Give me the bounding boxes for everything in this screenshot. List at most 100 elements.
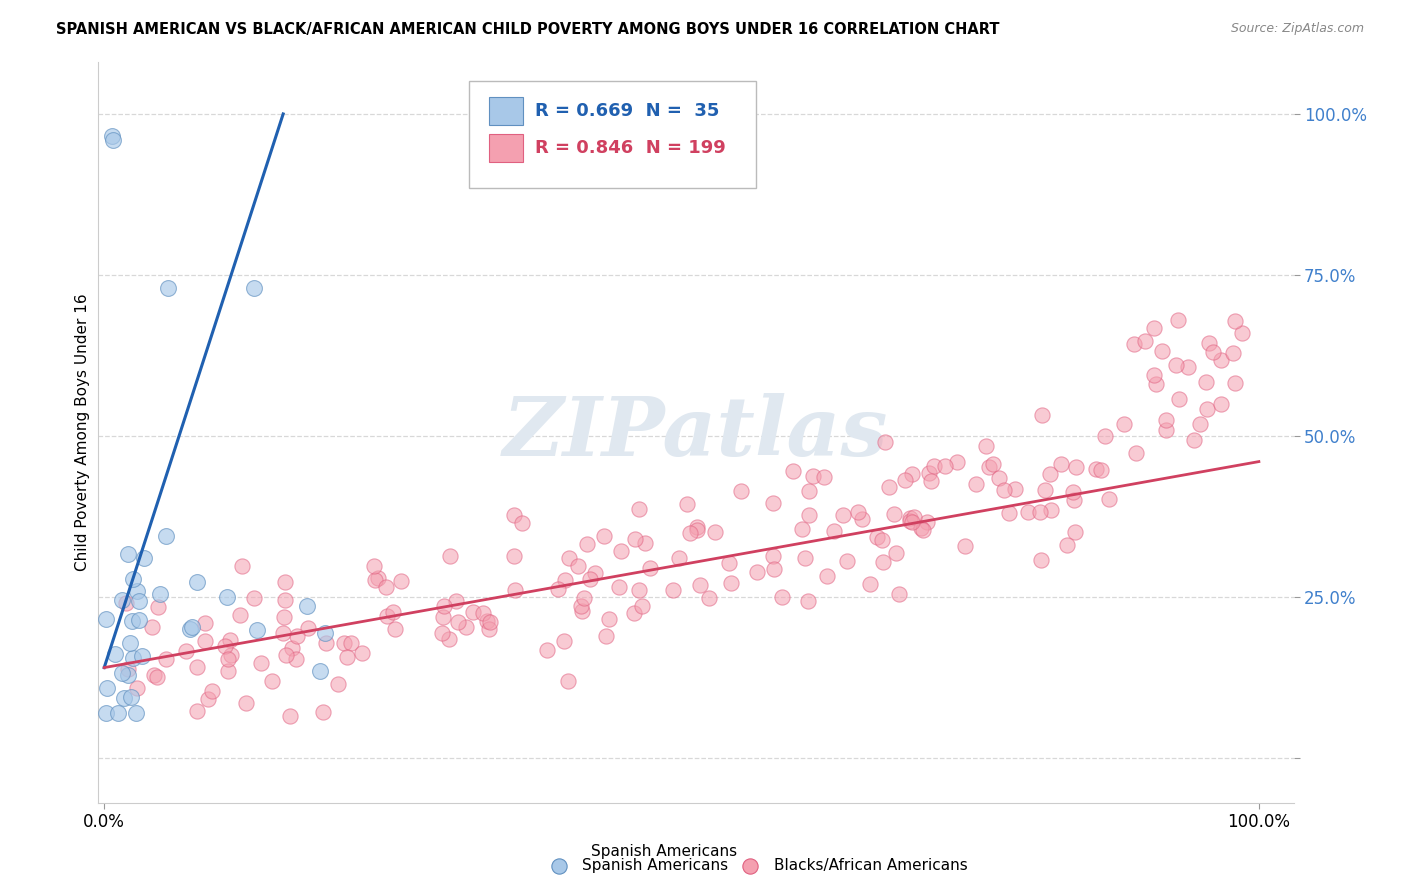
Point [146, 670, 169, 684]
Point [479, 615, 502, 629]
Point [977, 459, 1000, 474]
Point [965, 477, 987, 491]
Point [432, 609, 454, 624]
Point [703, 524, 725, 539]
Point [799, 484, 821, 499]
Point [280, 708, 302, 723]
Point [630, 599, 652, 613]
Point [1064, 459, 1087, 474]
Point [887, 587, 910, 601]
Point [920, 474, 942, 488]
Point [745, 565, 768, 579]
Point [1209, 353, 1232, 368]
Text: SPANISH AMERICAN VS BLACK/AFRICAN AMERICAN CHILD POVERTY AMONG BOYS UNDER 16 COR: SPANISH AMERICAN VS BLACK/AFRICAN AMERIC… [56, 22, 1000, 37]
Point [439, 549, 461, 564]
Point [1164, 358, 1187, 372]
Point [229, 608, 252, 623]
Point [477, 614, 499, 628]
Point [575, 537, 598, 551]
Point [628, 502, 651, 516]
Point [678, 526, 700, 541]
Point [592, 529, 614, 543]
Point [998, 506, 1021, 520]
Point [1177, 360, 1199, 375]
Point [186, 574, 208, 589]
Point [901, 515, 924, 529]
Point [553, 634, 575, 648]
Point [478, 622, 501, 636]
Point [1182, 433, 1205, 447]
Point [823, 524, 845, 538]
Point [1135, 334, 1157, 348]
Point [155, 529, 177, 543]
Point [1039, 503, 1062, 517]
Point [610, 543, 633, 558]
Point [981, 458, 1004, 472]
Point [870, 533, 893, 547]
Point [1154, 413, 1177, 427]
Text: Blacks/African Americans: Blacks/African Americans [773, 858, 967, 873]
Point [186, 660, 208, 674]
Point [439, 632, 461, 646]
Point [662, 582, 685, 597]
Point [96, 681, 118, 695]
Point [554, 573, 576, 587]
Point [1098, 492, 1121, 507]
Point [250, 656, 273, 670]
Point [107, 706, 129, 721]
Point [502, 508, 524, 523]
Point [898, 514, 921, 528]
Point [884, 546, 907, 560]
Point [974, 439, 997, 453]
Point [1198, 336, 1220, 351]
Point [1063, 524, 1085, 539]
Point [112, 691, 135, 706]
Point [194, 615, 217, 630]
Point [1035, 483, 1057, 497]
Point [762, 549, 785, 563]
Point [128, 614, 150, 628]
Point [111, 665, 134, 680]
Point [117, 667, 139, 681]
FancyBboxPatch shape [489, 97, 523, 126]
Point [1150, 343, 1173, 358]
Point [382, 605, 405, 619]
Point [801, 468, 824, 483]
Point [197, 692, 219, 706]
Point [571, 604, 593, 618]
Point [214, 639, 236, 653]
Point [273, 609, 295, 624]
Point [851, 512, 873, 526]
Point [104, 647, 127, 661]
Point [1202, 345, 1225, 359]
Point [953, 539, 976, 553]
Text: R = 0.846  N = 199: R = 0.846 N = 199 [534, 139, 725, 157]
Point [1225, 314, 1247, 328]
Point [314, 626, 336, 640]
Point [1094, 429, 1116, 443]
Point [918, 467, 941, 481]
Point [922, 458, 945, 473]
Point [217, 664, 239, 678]
Point [231, 559, 253, 574]
Point [454, 619, 477, 633]
Point [832, 508, 855, 522]
Point [352, 646, 374, 660]
Point [271, 625, 294, 640]
Point [859, 577, 882, 591]
Point [201, 683, 224, 698]
Point [598, 611, 620, 625]
Point [668, 550, 690, 565]
Point [1154, 423, 1177, 437]
Point [1063, 492, 1085, 507]
Point [547, 582, 569, 596]
Point [122, 651, 145, 665]
Point [121, 614, 143, 628]
Point [569, 599, 592, 613]
Point [363, 558, 385, 573]
Point [146, 599, 169, 614]
Point [1056, 538, 1078, 552]
Point [274, 574, 297, 589]
Point [797, 508, 820, 523]
Point [579, 572, 602, 586]
